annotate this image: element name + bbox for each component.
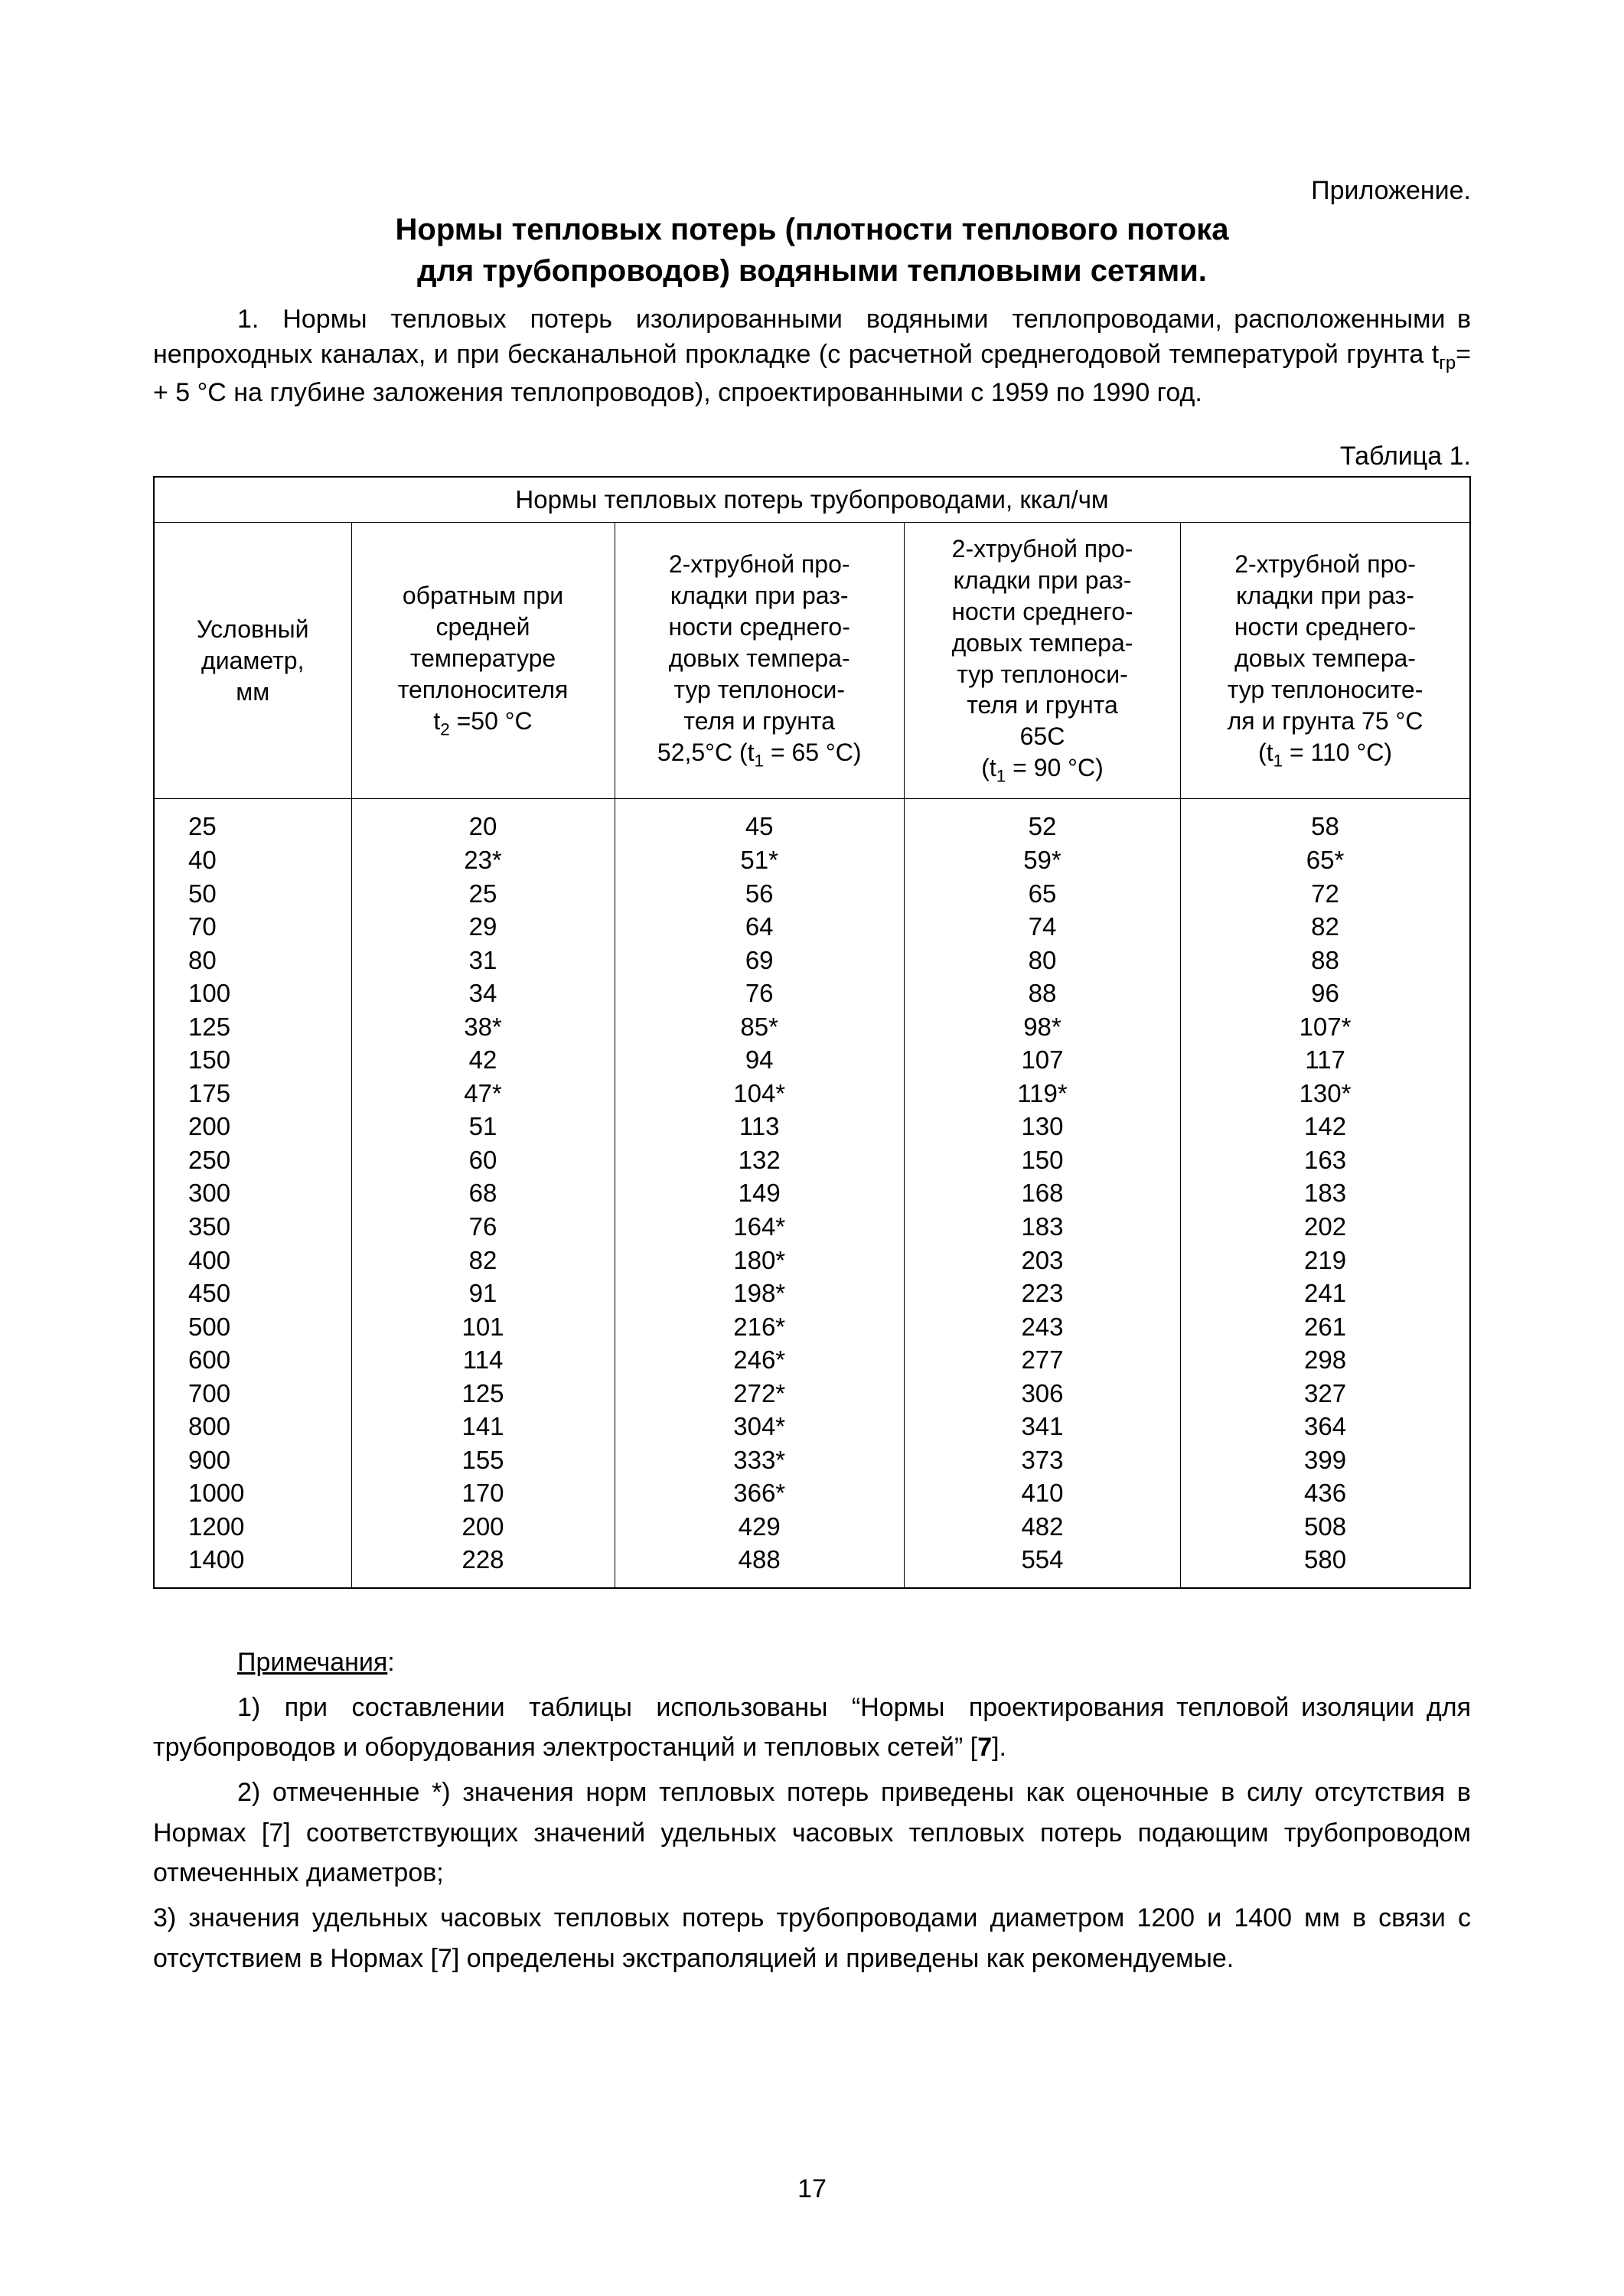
note-paragraph: 1) при составлении таблицы использованы … [153, 1688, 1471, 1768]
intro-paragraph: 1. Нормы тепловых потерь изолированными … [153, 302, 1471, 411]
page-title: Нормы тепловых потерь (плотности теплово… [153, 209, 1471, 292]
notes-heading: Примечания [237, 1648, 387, 1677]
column-header: обратным присреднейтемпературетеплоносит… [351, 522, 615, 799]
note-paragraph: 3) значения удельных часовых тепловых по… [153, 1898, 1471, 1978]
heat-loss-table: Нормы тепловых потерь трубопроводами, кк… [153, 476, 1471, 1589]
appendix-label: Приложение. [153, 176, 1471, 206]
title-line-2: для трубопроводов) водяными тепловыми се… [417, 254, 1207, 288]
column-header: 2-хтрубной про-кладки при раз-ности сред… [904, 522, 1180, 799]
table-row: 2540507080100125150175200250300350400450… [154, 810, 1470, 1577]
table-cell: 2023*2529313438*4247*5160687682911011141… [351, 810, 615, 1577]
notes-section: Примечания: 1) при составлении таблицы и… [153, 1642, 1471, 1979]
table-cell: 4551*5664697685*94104*113132149164*180*1… [615, 810, 904, 1577]
column-header: 2-хтрубной про-кладки при раз-ности сред… [615, 522, 904, 799]
column-header: 2-хтрубной про-кладки при раз-ности сред… [1181, 522, 1470, 799]
title-line-1: Нормы тепловых потерь (плотности теплово… [396, 213, 1229, 246]
page-number: 17 [0, 2174, 1624, 2204]
table-caption: Таблица 1. [153, 442, 1471, 471]
table-cell: 2540507080100125150175200250300350400450… [154, 810, 351, 1577]
note-paragraph: 2) отмеченные *) значения норм тепловых … [153, 1773, 1471, 1893]
column-header: Условныйдиаметр,мм [154, 522, 351, 799]
table-span-header: Нормы тепловых потерь трубопроводами, кк… [154, 477, 1470, 523]
table-cell: 5865*72828896107*117130*1421631832022192… [1181, 810, 1470, 1577]
intro-text: 1. Нормы тепловых потерь изолированными … [153, 305, 1471, 407]
table-cell: 5259*6574808898*107119*13015016818320322… [904, 810, 1180, 1577]
